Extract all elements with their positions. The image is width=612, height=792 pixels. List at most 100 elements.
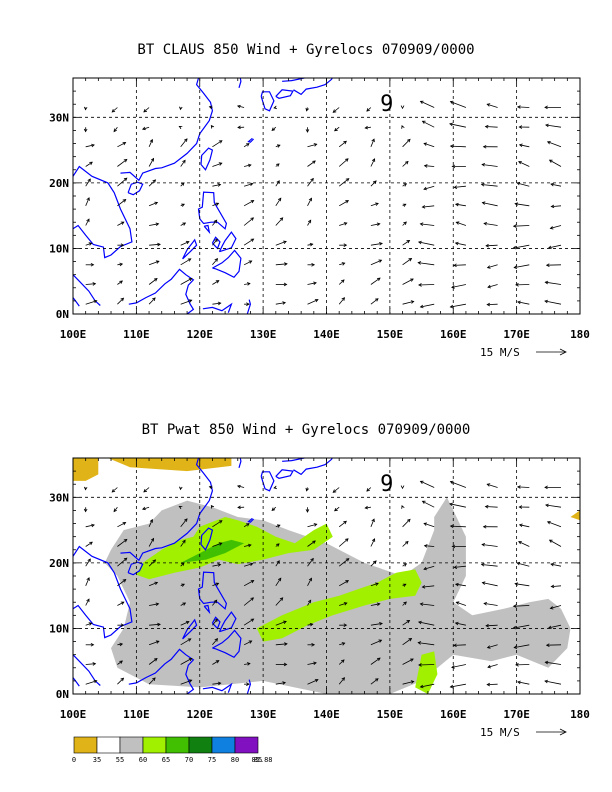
wind-vector-head bbox=[283, 662, 288, 667]
wind-vector-head bbox=[518, 541, 522, 545]
wind-vector bbox=[180, 518, 188, 528]
wind-vector-head bbox=[152, 179, 157, 183]
wind-vector-head bbox=[83, 128, 88, 133]
wind-vector-head bbox=[454, 241, 459, 246]
wind-vector-head bbox=[87, 178, 91, 183]
wind-vector bbox=[212, 140, 223, 148]
axis-ticks bbox=[73, 457, 581, 694]
wind-vector-head bbox=[178, 506, 183, 510]
wind-vector bbox=[519, 524, 530, 528]
wind-vector bbox=[339, 642, 345, 646]
wind-vector-head bbox=[379, 242, 383, 246]
coastline-7 bbox=[182, 618, 198, 640]
wind-vector-head bbox=[155, 640, 160, 644]
wind-vector-head bbox=[550, 584, 555, 589]
wind-vector-head bbox=[453, 565, 458, 569]
wind-vector bbox=[244, 544, 251, 547]
coastline-8 bbox=[218, 231, 237, 253]
wind-vector-head bbox=[408, 638, 413, 642]
wind-vector bbox=[370, 203, 379, 207]
wind-vector-head bbox=[217, 563, 222, 567]
wind-vector bbox=[402, 620, 410, 626]
wind-vector bbox=[370, 678, 379, 685]
wind-vector bbox=[111, 487, 118, 493]
wind-vector bbox=[370, 639, 382, 646]
wind-vector bbox=[212, 542, 222, 547]
coastline-5 bbox=[197, 191, 228, 230]
wind-vector bbox=[370, 657, 381, 665]
wind-vector-head bbox=[406, 138, 411, 143]
wind-vector-head bbox=[451, 285, 455, 289]
wind-vector bbox=[85, 577, 90, 586]
wind-vector-head bbox=[283, 620, 287, 624]
wind-vector-head bbox=[484, 124, 489, 129]
wind-vector bbox=[212, 618, 218, 626]
wind-vector bbox=[149, 623, 161, 626]
wind-vector-head bbox=[154, 581, 159, 586]
wind-vector-head bbox=[332, 489, 337, 493]
wind-vector-head bbox=[546, 141, 551, 145]
wind-vector-head bbox=[404, 160, 409, 165]
wind-vector-head bbox=[213, 599, 218, 604]
wind-vector-head bbox=[453, 263, 457, 268]
wind-vector bbox=[212, 682, 221, 685]
wind-vector-head bbox=[273, 485, 278, 490]
wind-vector bbox=[482, 164, 498, 167]
x-tick-label: 130E bbox=[250, 708, 277, 721]
wind-vector-head bbox=[332, 109, 337, 113]
coastline-1 bbox=[72, 654, 101, 686]
wind-vector bbox=[85, 541, 93, 547]
colorbar-label: 85 bbox=[254, 756, 262, 764]
wind-vector bbox=[370, 180, 377, 187]
wind-vector-head bbox=[401, 505, 405, 509]
wind-vector bbox=[143, 107, 150, 113]
wind-vector-head bbox=[548, 159, 553, 163]
wind-vector bbox=[332, 487, 340, 493]
wind-vector-head bbox=[403, 183, 408, 187]
wind-vector-head bbox=[455, 601, 460, 605]
wind-vector-head bbox=[236, 104, 241, 109]
wind-vector-head bbox=[518, 523, 523, 528]
wind-vector bbox=[482, 582, 498, 587]
wind-vector-head bbox=[215, 582, 220, 586]
wind-vector bbox=[370, 138, 375, 147]
wind-vector bbox=[338, 558, 350, 567]
wind-vector-head bbox=[334, 127, 338, 132]
wind-vector-head bbox=[345, 178, 350, 182]
wind-vector-head bbox=[111, 109, 116, 113]
wind-vector-head bbox=[210, 504, 215, 509]
wind-vector bbox=[418, 284, 435, 286]
wind-vector-head bbox=[86, 197, 90, 201]
wind-vector bbox=[487, 264, 498, 269]
wind-vector-head bbox=[153, 277, 158, 282]
wind-vector bbox=[423, 185, 435, 190]
wind-vector-head bbox=[277, 577, 282, 582]
wind-vector bbox=[423, 143, 435, 148]
wind-vector bbox=[486, 624, 498, 627]
gridlines bbox=[73, 78, 580, 314]
wind-vector-head bbox=[517, 680, 521, 685]
wind-vector bbox=[549, 539, 562, 547]
coastline-12 bbox=[202, 302, 233, 313]
wind-vector-head bbox=[276, 163, 280, 167]
wind-vector bbox=[338, 178, 350, 187]
wind-vector-head bbox=[187, 258, 192, 262]
wind-vector-head bbox=[245, 523, 250, 527]
wind-vector-head bbox=[179, 486, 183, 491]
wind-vector bbox=[549, 159, 562, 167]
colorbar-label: 75 bbox=[208, 756, 216, 764]
coastline-17 bbox=[275, 89, 294, 99]
wind-vector bbox=[307, 219, 312, 226]
wind-vector bbox=[513, 225, 530, 227]
colorbar-label: 70 bbox=[185, 756, 193, 764]
pwat-region-dry-east bbox=[570, 510, 580, 521]
wind-vector-head bbox=[378, 639, 383, 643]
wind-vector bbox=[418, 621, 435, 626]
wind-vector bbox=[243, 580, 254, 587]
wind-vector-head bbox=[517, 300, 521, 305]
wind-vector-head bbox=[236, 484, 241, 489]
wind-vector-head bbox=[311, 643, 316, 647]
wind-vector bbox=[365, 506, 371, 509]
wind-vector-head bbox=[120, 677, 125, 682]
